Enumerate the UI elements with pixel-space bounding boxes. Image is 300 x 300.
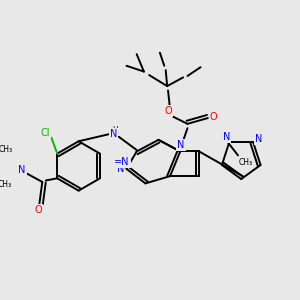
- Text: H: H: [112, 126, 118, 135]
- Text: N: N: [110, 129, 117, 139]
- Text: N: N: [223, 132, 230, 142]
- Text: CH₃: CH₃: [0, 180, 12, 189]
- Text: O: O: [210, 112, 218, 122]
- Text: O: O: [165, 106, 172, 116]
- Text: N: N: [18, 165, 26, 175]
- Text: CH₃: CH₃: [238, 158, 252, 167]
- Text: N: N: [177, 140, 185, 150]
- Text: =N: =N: [114, 157, 130, 166]
- Text: Cl: Cl: [41, 128, 50, 138]
- Text: N: N: [117, 164, 124, 174]
- Text: CH₃: CH₃: [0, 146, 13, 154]
- Text: O: O: [34, 205, 42, 215]
- Text: N: N: [255, 134, 262, 144]
